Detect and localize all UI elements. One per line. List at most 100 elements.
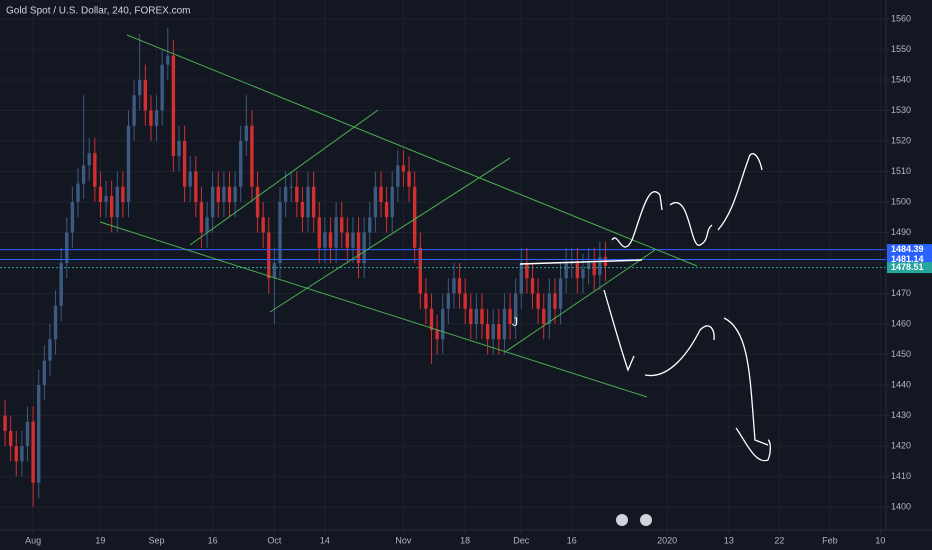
- candle-body: [216, 186, 220, 202]
- candle-body: [182, 140, 187, 187]
- trend-line: [269, 157, 511, 313]
- price-label-bg: [887, 262, 932, 274]
- candle-body: [311, 186, 316, 218]
- y-tick-label: 1440: [891, 379, 911, 389]
- sketch-mark: J: [512, 315, 518, 329]
- price-label-bg: [887, 244, 932, 256]
- candle-body: [356, 232, 361, 264]
- candle-body: [65, 232, 69, 264]
- candle-body: [14, 446, 18, 462]
- price-label: 1481.14: [891, 254, 924, 264]
- y-tick-label: 1540: [891, 74, 911, 84]
- chart-title: Gold Spot / U.S. Dollar, 240, FOREX.com: [6, 6, 191, 17]
- y-tick-label: 1400: [891, 501, 911, 511]
- candle-body: [592, 263, 596, 276]
- candle-body: [166, 55, 170, 65]
- candle-body: [37, 385, 41, 483]
- candle-body: [188, 171, 192, 187]
- candle-body: [485, 324, 490, 340]
- x-tick-label: 10: [875, 535, 885, 545]
- y-tick-label: 1510: [891, 166, 911, 176]
- candle-body: [53, 305, 58, 340]
- y-tick-label: 1420: [891, 440, 911, 450]
- candle-body: [109, 195, 114, 218]
- candle-body: [379, 186, 383, 202]
- y-tick-label: 1520: [891, 135, 911, 145]
- candle-body: [513, 293, 518, 325]
- candle-body: [233, 186, 237, 202]
- candle-body: [31, 421, 35, 483]
- candle-body: [160, 64, 164, 111]
- candles: [0, 28, 886, 508]
- x-tick-label: Feb: [822, 535, 838, 545]
- candle-body: [508, 308, 512, 325]
- y-tick-label: 1450: [891, 349, 911, 359]
- candle-body: [199, 201, 204, 233]
- candle-body: [20, 446, 24, 462]
- candle-body: [368, 217, 372, 233]
- candle-body: [81, 165, 86, 184]
- candle-body: [463, 293, 467, 309]
- candle-body: [3, 415, 7, 431]
- candle-body: [154, 110, 159, 126]
- candle-body: [278, 201, 282, 264]
- x-tick-label: 19: [95, 535, 105, 545]
- candle-body: [143, 79, 148, 111]
- y-tick-label: 1470: [891, 288, 911, 298]
- x-tick-label: 13: [724, 535, 734, 545]
- candle-body: [497, 324, 501, 340]
- candle-body: [87, 153, 91, 166]
- candle-body: [553, 293, 557, 309]
- candle-body: [25, 421, 30, 447]
- candle-body: [345, 232, 350, 248]
- sketch-arrow: [603, 289, 635, 372]
- candle-body: [519, 263, 523, 294]
- candle-body: [390, 186, 394, 218]
- x-tick-label: 14: [320, 535, 330, 545]
- event-icon[interactable]: [616, 514, 628, 526]
- candle-body: [70, 201, 75, 233]
- y-tick-label: 1430: [891, 410, 911, 420]
- candle-body: [48, 339, 52, 361]
- candle-body: [104, 195, 108, 202]
- candle-body: [59, 263, 63, 306]
- event-icon[interactable]: [640, 514, 652, 526]
- candle-body: [283, 186, 288, 202]
- y-tick-label: 1550: [891, 44, 911, 54]
- candle-body: [469, 308, 473, 325]
- y-tick-label: 1410: [891, 471, 911, 481]
- candle-body: [384, 201, 389, 218]
- candle-body: [474, 308, 479, 325]
- candle-body: [530, 278, 535, 294]
- y-tick-label: 1560: [891, 13, 911, 23]
- candle-body: [239, 140, 243, 187]
- candle-body: [396, 165, 400, 187]
- candle-body: [295, 186, 299, 202]
- x-tick-label: 16: [567, 535, 577, 545]
- candle-body: [435, 330, 439, 340]
- candle-body: [570, 263, 574, 265]
- candle-body: [362, 232, 366, 264]
- x-tick-label: 2020: [657, 535, 677, 545]
- y-tick-label: 1500: [891, 196, 911, 206]
- candle-body: [121, 186, 125, 202]
- candle-body: [222, 186, 226, 202]
- candle-body: [351, 232, 355, 248]
- candle-body: [8, 430, 13, 447]
- candle-body: [328, 232, 333, 248]
- candle-body: [289, 186, 293, 188]
- price-label: 1478.51: [891, 262, 924, 272]
- sketch-arrow: [723, 317, 771, 462]
- candle-body: [205, 217, 209, 233]
- candle-body: [525, 263, 529, 279]
- candle-body: [334, 217, 338, 248]
- candle-body: [564, 263, 568, 279]
- candle-body: [115, 186, 119, 218]
- candle-body: [558, 278, 563, 309]
- candle-body: [250, 125, 254, 187]
- trend-line: [126, 34, 698, 267]
- candle-body: [227, 186, 232, 202]
- candle-body: [586, 263, 591, 270]
